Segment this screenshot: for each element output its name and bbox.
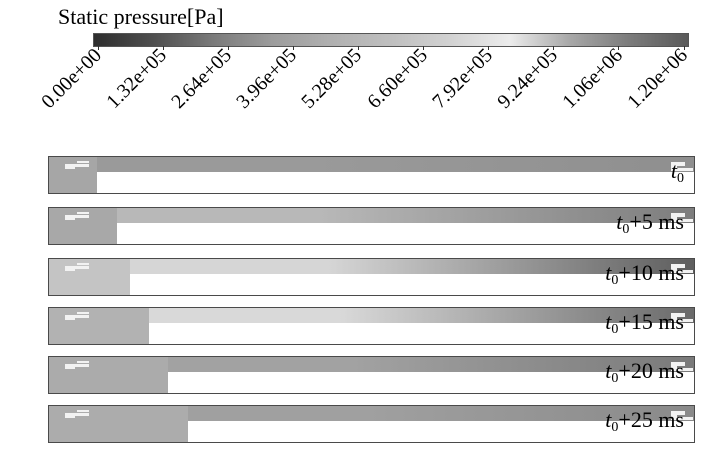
colorbar-tick-label: 7.92e+05 — [427, 44, 497, 113]
pressure-field — [49, 208, 694, 244]
colorbar-tick — [292, 46, 294, 50]
contour-frame: t0 — [48, 156, 695, 194]
contour-frame: t0+25 ms — [48, 405, 695, 443]
colorbar-tick-label: 1.32e+05 — [102, 44, 172, 113]
colorbar-title: Static pressure[Pa] — [58, 4, 224, 29]
pressure-field — [49, 259, 694, 295]
colorbar-tick-label: 5.28e+05 — [297, 44, 367, 113]
inlet-slot — [65, 361, 89, 369]
time-label: t0+15 ms — [605, 309, 684, 338]
time-label: t0 — [670, 158, 684, 187]
solid-region — [149, 323, 694, 344]
colorbar-tick-label: 0.00e+00 — [37, 44, 106, 113]
outlet-slot — [671, 313, 693, 322]
colorbar-tick — [618, 46, 620, 50]
colorbar — [93, 33, 689, 47]
inlet-slot — [65, 212, 89, 220]
upper-channel — [168, 357, 694, 372]
colorbar-tick-label: 2.64e+05 — [167, 44, 237, 113]
time-label: t0+5 ms — [616, 209, 684, 238]
pressure-field — [49, 308, 694, 344]
outlet-slot — [671, 162, 693, 171]
colorbar-tick-label: 1.20e+06 — [623, 44, 692, 113]
time-label: t0+10 ms — [605, 260, 684, 289]
upper-channel — [149, 308, 694, 323]
outlet-slot — [671, 362, 693, 371]
colorbar-tick — [488, 46, 490, 50]
colorbar-tick — [162, 46, 164, 50]
solid-region — [97, 172, 694, 193]
solid-region — [117, 223, 694, 244]
colorbar-tick-label: 6.60e+05 — [362, 44, 432, 113]
time-label: t0+25 ms — [605, 407, 684, 436]
pressure-field — [49, 157, 694, 193]
colorbar-tick — [227, 46, 229, 50]
inlet-slot — [65, 161, 89, 169]
upper-channel — [130, 259, 694, 274]
colorbar-tick — [423, 46, 425, 50]
inlet-slot — [65, 263, 89, 271]
outlet-slot — [671, 264, 693, 273]
colorbar-tick-label: 1.06e+06 — [558, 44, 627, 113]
colorbar-tick-label: 3.96e+05 — [232, 44, 302, 113]
upper-channel — [117, 208, 694, 223]
solid-region — [168, 372, 694, 393]
colorbar-tick — [683, 46, 685, 50]
contour-frame: t0+20 ms — [48, 356, 695, 394]
inlet-slot — [65, 410, 89, 418]
upper-channel — [97, 157, 694, 172]
pressure-field — [49, 406, 694, 442]
colorbar-tick-label: 9.24e+05 — [493, 44, 562, 113]
outlet-slot — [671, 411, 693, 420]
contour-frame: t0+5 ms — [48, 207, 695, 245]
colorbar-tick — [357, 46, 359, 50]
colorbar-tick — [97, 46, 99, 50]
time-label: t0+20 ms — [605, 358, 684, 387]
inlet-slot — [65, 312, 89, 320]
upper-channel — [188, 406, 694, 421]
contour-frame: t0+10 ms — [48, 258, 695, 296]
solid-region — [130, 274, 694, 295]
outlet-slot — [671, 213, 693, 222]
contour-frame: t0+15 ms — [48, 307, 695, 345]
colorbar-tick — [553, 46, 555, 50]
pressure-field — [49, 357, 694, 393]
solid-region — [188, 421, 694, 442]
